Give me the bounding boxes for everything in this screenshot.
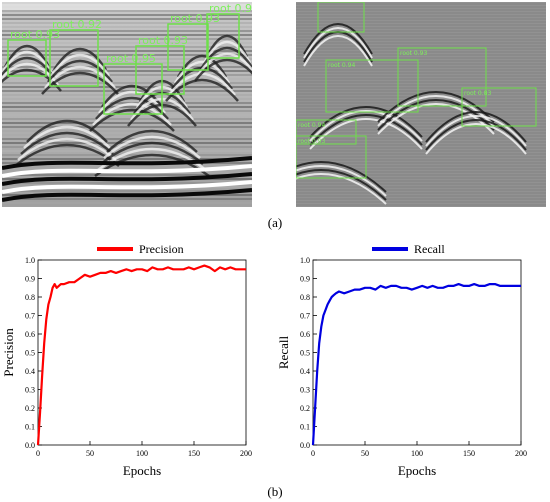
recall-y-tick-label: 0.4 <box>300 367 310 376</box>
detection-box <box>167 23 209 71</box>
precision-chart-svg: 0.0 0.1 0.2 0.3 0.4 0.5 0.6 0.7 0.8 0.9 1.0 0 50 100 1… <box>1 242 252 478</box>
recall-y-tick-label: 0.8 <box>300 293 310 302</box>
detection-box <box>103 63 163 115</box>
detection-label: root 0.94 <box>328 62 355 69</box>
precision-y-tick-label: 0.9 <box>25 275 35 284</box>
recall-y-axis-label: Recall <box>276 336 291 370</box>
precision-y-tick-label: 0.3 <box>25 386 35 395</box>
precision-legend-label: Precision <box>139 242 184 256</box>
precision-x-axis-label: Epochs <box>123 463 161 478</box>
recall-x-axis-label: Epochs <box>398 463 436 478</box>
precision-y-tick-label: 0.5 <box>25 349 35 358</box>
detection-box <box>325 59 419 113</box>
recall-chart: 0.0 0.1 0.2 0.3 0.4 0.5 0.6 0.7 0.8 0.9 1.0 0 50 100 1… <box>275 236 550 484</box>
gpr-right-svg: root 0.94 root 0.93 root 0.83 root 0.94 root… <box>255 1 546 207</box>
caption-b: (b) <box>267 484 283 499</box>
precision-plot-frame <box>37 259 247 446</box>
recall-y-tick-label: 0.2 <box>300 404 310 413</box>
detection-box <box>317 1 365 33</box>
gpr-image-left: root 0.93 root 0.92 root 0.95 root 0.93 root… <box>0 2 260 208</box>
detection-box <box>7 39 47 77</box>
precision-x-tick-label: 100 <box>136 449 148 458</box>
recall-y-tick-label: 0.7 <box>300 312 310 321</box>
precision-y-tick-label: 0.6 <box>25 330 35 339</box>
recall-x-tick-label: 0 <box>311 449 315 458</box>
precision-y-axis-label: Precision <box>1 328 16 377</box>
detection-label: root 0.93 <box>138 34 188 47</box>
precision-y-tick-label: 0.0 <box>25 441 35 450</box>
detection-label: root 0.92 <box>209 2 252 15</box>
detection-label: root 0.83 <box>464 90 491 97</box>
recall-y-tick-label: 0.9 <box>300 275 310 284</box>
gpr-left-reflections <box>0 2 260 208</box>
detection-label: root 0.93 <box>400 50 427 57</box>
recall-legend-label: Recall <box>414 242 445 256</box>
detection-label: root 0.93 <box>10 28 60 41</box>
recall-x-tick-label: 150 <box>463 449 475 458</box>
recall-x-tick-label: 200 <box>515 449 527 458</box>
recall-series-line <box>311 283 521 446</box>
detection-label: root 0.92 <box>52 18 102 31</box>
gpr-right-detections: root 0.94 root 0.93 root 0.83 root 0.94 root… <box>295 1 537 179</box>
detection-box <box>49 29 99 87</box>
detection-box <box>295 119 357 145</box>
detection-box <box>461 87 537 127</box>
precision-series-line <box>36 264 246 446</box>
detection-label: root 0.93 <box>298 138 325 145</box>
recall-y-tick-label: 0.6 <box>300 330 310 339</box>
detection-box <box>295 135 367 179</box>
detection-box <box>206 13 240 59</box>
precision-y-tick-label: 0.1 <box>25 423 35 432</box>
detection-box <box>397 47 487 107</box>
recall-y-tick-label: 0.1 <box>300 423 310 432</box>
precision-chart: 0.0 0.1 0.2 0.3 0.4 0.5 0.6 0.7 0.8 0.9 1.0 0 50 100 1… <box>0 236 275 484</box>
precision-x-tick-label: 0 <box>36 449 40 458</box>
detection-label: root 0.94 <box>298 122 325 129</box>
detection-label: root 0.95 <box>106 52 156 65</box>
precision-y-tick-label: 0.4 <box>25 367 35 376</box>
precision-y-tick-label: 1.0 <box>25 256 35 265</box>
recall-y-tick-label: 0.5 <box>300 349 310 358</box>
caption-a: (a) <box>267 215 283 230</box>
recall-y-tick-label: 0.3 <box>300 386 310 395</box>
precision-y-tick-label: 0.2 <box>25 404 35 413</box>
gpr-right-reflections <box>255 2 546 207</box>
precision-y-tick-label: 0.7 <box>25 312 35 321</box>
recall-y-tick-label: 0.0 <box>300 441 310 450</box>
precision-x-tick-label: 200 <box>240 449 252 458</box>
recall-chart-svg: 0.0 0.1 0.2 0.3 0.4 0.5 0.6 0.7 0.8 0.9 1.0 0 50 100 1… <box>276 242 527 478</box>
gpr-image-right: root 0.94 root 0.93 root 0.83 root 0.94 root… <box>255 1 546 207</box>
recall-y-tick-label: 1.0 <box>300 256 310 265</box>
recall-x-tick-label: 100 <box>411 449 423 458</box>
precision-y-tick-label: 0.8 <box>25 293 35 302</box>
precision-x-tick-label: 150 <box>188 449 200 458</box>
recall-x-tick-label: 50 <box>361 449 369 458</box>
precision-x-tick-label: 50 <box>86 449 94 458</box>
